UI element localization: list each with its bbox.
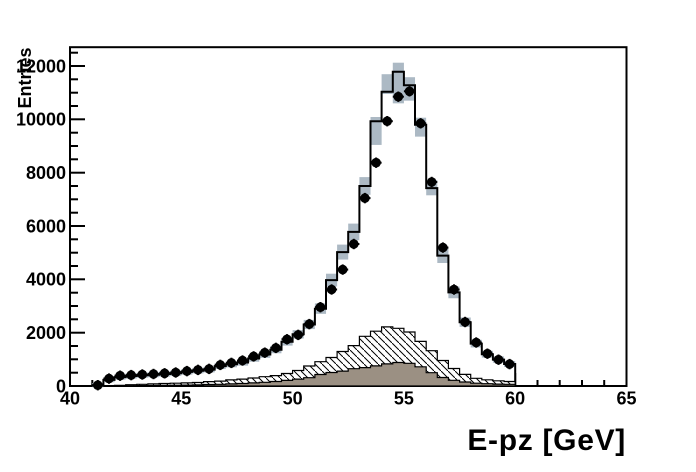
svg-text:E-pz [GeV]: E-pz [GeV]	[467, 424, 626, 457]
svg-text:40: 40	[60, 389, 80, 409]
svg-text:6000: 6000	[26, 216, 66, 236]
svg-text:10000: 10000	[16, 110, 66, 130]
svg-text:0: 0	[56, 376, 66, 396]
svg-text:50: 50	[283, 389, 303, 409]
svg-text:65: 65	[616, 389, 636, 409]
svg-text:55: 55	[394, 389, 414, 409]
svg-text:60: 60	[505, 389, 525, 409]
svg-text:4000: 4000	[26, 270, 66, 290]
svg-text:2000: 2000	[26, 323, 66, 343]
svg-text:12000: 12000	[16, 56, 66, 76]
svg-text:45: 45	[171, 389, 191, 409]
svg-text:Entries: Entries	[15, 47, 35, 108]
svg-text:8000: 8000	[26, 163, 66, 183]
